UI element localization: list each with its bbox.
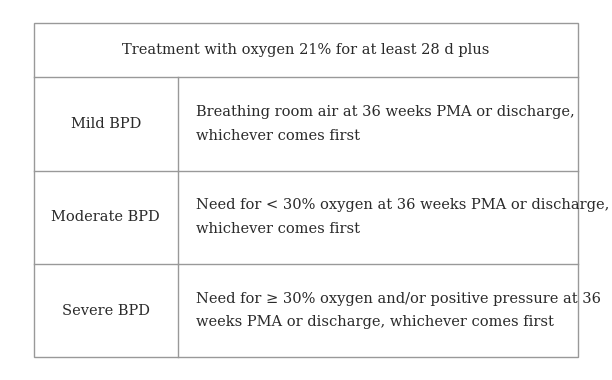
Text: whichever comes first: whichever comes first [196,129,360,143]
Text: Need for ≥ 30% oxygen and/or positive pressure at 36: Need for ≥ 30% oxygen and/or positive pr… [196,292,602,306]
Text: Severe BPD: Severe BPD [62,304,150,318]
Text: weeks PMA or discharge, whichever comes first: weeks PMA or discharge, whichever comes … [196,315,554,329]
Text: Treatment with oxygen 21% for at least 28 d plus: Treatment with oxygen 21% for at least 2… [122,43,490,57]
Text: Need for < 30% oxygen at 36 weeks PMA or discharge,: Need for < 30% oxygen at 36 weeks PMA or… [196,198,610,212]
Bar [34,23,578,357]
Text: Mild BPD: Mild BPD [70,117,141,131]
Text: Breathing room air at 36 weeks PMA or discharge,: Breathing room air at 36 weeks PMA or di… [196,105,575,119]
Text: Moderate BPD: Moderate BPD [51,210,160,224]
Text: whichever comes first: whichever comes first [196,222,360,236]
